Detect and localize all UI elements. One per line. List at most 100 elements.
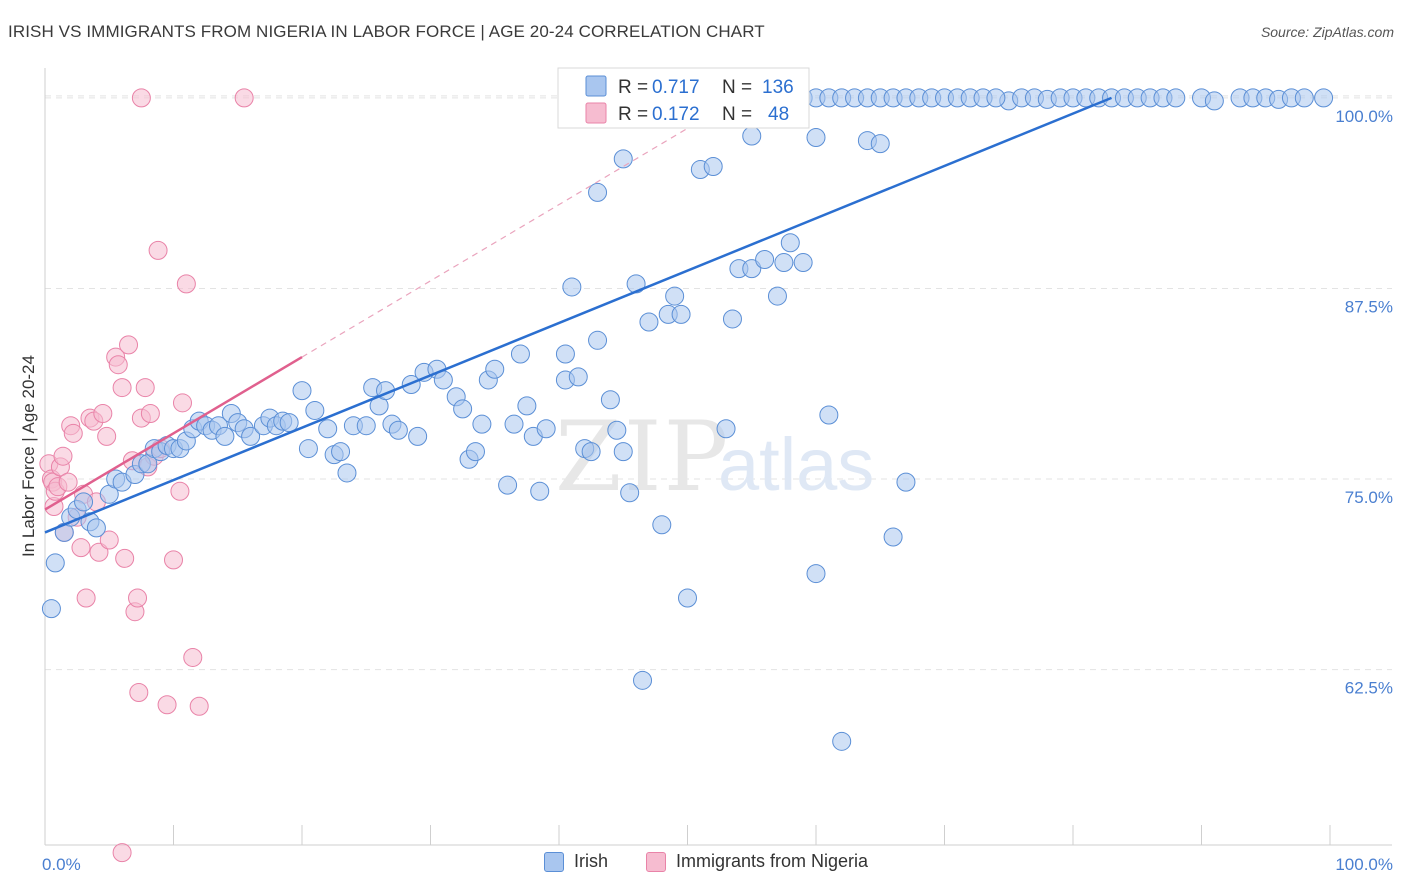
point-irish (639, 312, 659, 332)
point-irish (588, 330, 608, 350)
point-irish (485, 359, 505, 379)
point-nigeria (63, 423, 83, 443)
point-nigeria (176, 274, 196, 294)
legend-r-label-2: R = (618, 104, 648, 125)
point-irish (453, 399, 473, 419)
legend: R = 0.717 N = 136 R = 0.172 N = 48 (557, 67, 810, 129)
point-irish (678, 588, 697, 608)
point-irish (613, 149, 633, 169)
point-irish (780, 233, 800, 253)
point-irish (703, 156, 723, 176)
trend-lines (44, 96, 1113, 534)
point-irish (883, 527, 903, 547)
point-nigeria (129, 683, 149, 703)
point-irish (517, 396, 537, 416)
point-irish (722, 309, 742, 329)
point-nigeria (140, 403, 160, 423)
point-irish (465, 442, 485, 462)
point-nigeria (189, 696, 209, 716)
point-irish (305, 400, 325, 420)
point-irish (472, 414, 492, 434)
point-nigeria (148, 240, 168, 260)
point-irish (562, 277, 582, 297)
point-irish (755, 249, 775, 269)
x-tick-label: 100.0% (1335, 855, 1393, 874)
point-irish (986, 88, 1006, 108)
point-irish (215, 426, 235, 446)
bottom-legend-label-nigeria: Immigrants from Nigeria (676, 851, 869, 871)
y-axis-title: In Labor Force | Age 20-24 (19, 355, 38, 557)
legend-swatch-irish (585, 75, 607, 97)
legend-n-label-2: N = (722, 104, 752, 125)
y-tick-label: 100.0% (1335, 107, 1393, 126)
point-irish (774, 253, 794, 273)
point-nigeria (58, 472, 78, 492)
point-irish (832, 731, 852, 751)
legend-n-nigeria: 48 (768, 104, 789, 125)
x-tick-label: 0.0% (42, 855, 81, 874)
point-irish (600, 390, 620, 410)
point-nigeria (234, 88, 254, 108)
trend-line-nigeria-extension (301, 127, 688, 358)
point-irish (742, 259, 762, 279)
bottom-legend-nigeria: Immigrants from Nigeria (646, 851, 868, 872)
point-irish (633, 670, 653, 690)
point-irish (45, 553, 65, 573)
point-irish (1204, 91, 1224, 111)
point-irish (388, 420, 408, 440)
legend-r-nigeria: 0.172 (652, 104, 700, 125)
point-irish (716, 419, 736, 439)
point-nigeria (93, 403, 113, 423)
point-nigeria (99, 530, 119, 550)
point-nigeria (71, 538, 91, 558)
point-irish (241, 426, 261, 446)
bottom-legend-swatch-irish (544, 851, 564, 872)
point-nigeria (128, 588, 148, 608)
point-irish (1314, 88, 1334, 108)
point-nigeria (112, 378, 132, 398)
tick-labels: 62.5% 75.0% 87.5% 100.0% 0.0% 100.0% (42, 107, 1393, 874)
point-irish (86, 518, 106, 538)
point-irish (671, 304, 691, 324)
legend-n-irish: 136 (762, 77, 794, 98)
legend-n-label: N = (722, 77, 752, 98)
bottom-legend-irish: Irish (544, 851, 608, 872)
point-nigeria (170, 481, 190, 501)
point-nigeria (164, 550, 183, 570)
point-irish (819, 405, 839, 425)
point-irish (279, 413, 299, 433)
series-nigeria-points (39, 88, 254, 863)
trend-line-irish (44, 96, 1113, 534)
y-tick-label: 75.0% (1345, 488, 1393, 507)
point-nigeria (172, 393, 192, 413)
point-irish (742, 126, 762, 146)
point-irish (504, 414, 524, 434)
trend-line-nigeria (44, 356, 303, 511)
point-irish (806, 564, 826, 584)
point-irish (665, 286, 685, 306)
point-irish (806, 128, 826, 148)
legend-swatch-nigeria (585, 102, 607, 124)
watermark-atlas: atlas (718, 423, 874, 506)
point-nigeria (89, 542, 109, 562)
point-irish (607, 420, 627, 440)
point-irish (767, 286, 787, 306)
bottom-legend-label-irish: Irish (574, 851, 609, 871)
y-tick-label: 87.5% (1345, 297, 1393, 316)
point-irish (510, 344, 530, 364)
point-nigeria (108, 355, 128, 375)
series-irish-points (41, 88, 1334, 751)
point-irish (298, 439, 318, 459)
point-irish (536, 419, 556, 439)
point-irish (337, 463, 357, 483)
point-nigeria (112, 843, 132, 863)
y-tick-label: 62.5% (1345, 679, 1393, 698)
legend-r-label: R = (618, 77, 648, 98)
point-irish (530, 481, 550, 501)
point-nigeria (131, 88, 151, 108)
gridlines (45, 95, 1392, 671)
point-nigeria (135, 378, 155, 398)
source-label: Source: ZipAtlas.com (1260, 24, 1394, 40)
legend-r-irish: 0.717 (652, 77, 700, 98)
